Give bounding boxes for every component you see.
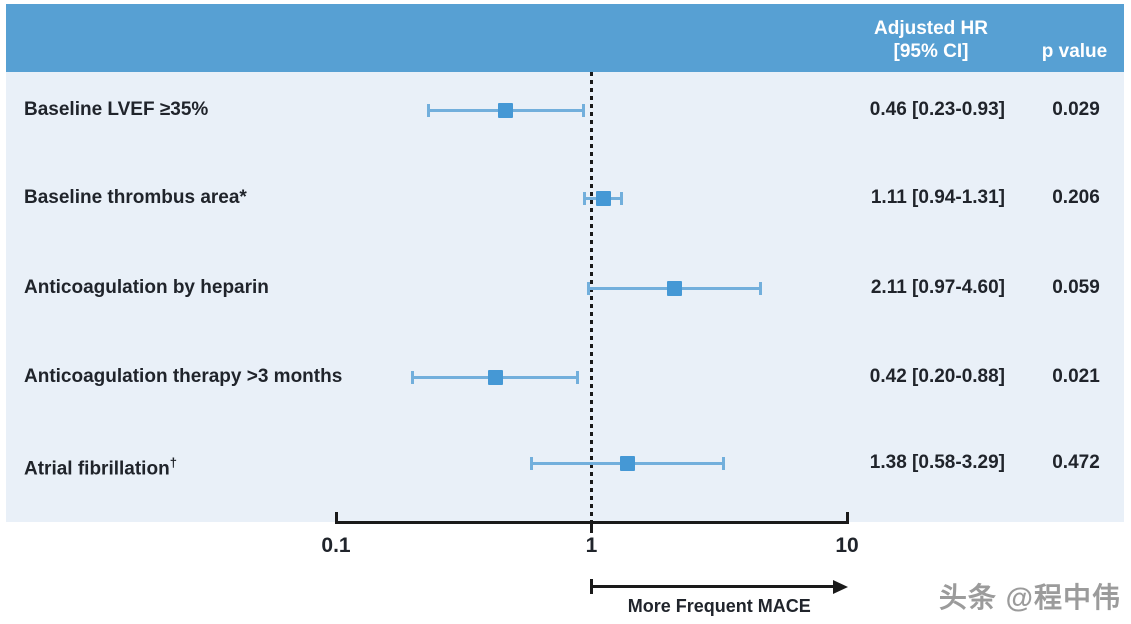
row-label-text: Anticoagulation therapy >3 months bbox=[24, 366, 343, 387]
ci-cap-high bbox=[581, 103, 585, 117]
row-label-text: Baseline LVEF ≥35% bbox=[24, 99, 209, 120]
row-label: Baseline thrombus area* bbox=[24, 183, 247, 213]
ci-cap-low bbox=[411, 370, 415, 384]
ci-cap-high bbox=[575, 370, 579, 384]
row-label: Baseline LVEF ≥35% bbox=[24, 95, 208, 125]
hr-ci-value: 0.46 [0.23-0.93] bbox=[869, 99, 1005, 120]
hr-ci-value: 1.38 [0.58-3.29] bbox=[869, 452, 1005, 473]
hr-point-marker bbox=[487, 369, 503, 385]
hr-point-marker bbox=[619, 455, 635, 471]
arrow-line bbox=[591, 585, 835, 588]
row-label-text: Baseline thrombus area* bbox=[24, 187, 247, 208]
arrow-head-icon bbox=[833, 580, 848, 594]
reference-line-dotted bbox=[590, 72, 593, 521]
watermark-text: 头条 @程中伟 bbox=[938, 582, 1121, 613]
row-label: Anticoagulation by heparin bbox=[24, 273, 269, 303]
ci-cap-high bbox=[722, 456, 726, 470]
ci-cap-high bbox=[619, 191, 623, 205]
plot-area-background bbox=[6, 72, 1124, 522]
p-value: 0.021 bbox=[1052, 366, 1100, 387]
x-axis-tick-label: 1 bbox=[585, 534, 598, 557]
column-header-adjusted-hr: Adjusted HR [95% CI] bbox=[840, 17, 1022, 63]
ci-cap-low bbox=[426, 103, 430, 117]
x-axis-tick bbox=[334, 512, 338, 524]
hr-point-marker bbox=[666, 280, 682, 296]
ci-cap-low bbox=[583, 191, 587, 205]
ci-label: [95% CI] bbox=[893, 41, 969, 62]
row-label-superscript: † bbox=[169, 455, 177, 470]
x-axis-tick bbox=[590, 522, 593, 533]
hr-point-marker bbox=[595, 190, 611, 206]
row-label: Atrial fibrillation† bbox=[24, 448, 177, 480]
p-value: 0.029 bbox=[1052, 99, 1100, 120]
column-header-p-value: p value bbox=[1041, 41, 1108, 62]
ci-cap-high bbox=[759, 281, 763, 295]
row-label-text: Atrial fibrillation bbox=[24, 458, 170, 480]
hr-ci-value: 1.11 [0.94-1.31] bbox=[870, 187, 1005, 208]
ci-cap-low bbox=[529, 456, 533, 470]
arrow-label: More Frequent MACE bbox=[627, 596, 811, 616]
hr-ci-value: 0.42 [0.20-0.88] bbox=[869, 366, 1005, 387]
adjusted-hr-label: Adjusted HR bbox=[874, 18, 988, 39]
x-axis-tick-label: 10 bbox=[835, 534, 859, 557]
hr-point-marker bbox=[497, 102, 513, 118]
row-label-text: Anticoagulation by heparin bbox=[24, 277, 269, 298]
x-axis-tick bbox=[845, 512, 849, 524]
x-axis-tick-label: 0.1 bbox=[321, 534, 351, 557]
p-value: 0.472 bbox=[1052, 452, 1100, 473]
row-label: Anticoagulation therapy >3 months bbox=[24, 362, 342, 392]
ci-cap-low bbox=[586, 281, 590, 295]
table-header-band: Adjusted HR [95% CI] p value bbox=[6, 4, 1124, 72]
p-value: 0.206 bbox=[1052, 187, 1100, 208]
p-value: 0.059 bbox=[1052, 277, 1100, 298]
hr-ci-value: 2.11 [0.97-4.60] bbox=[870, 277, 1005, 298]
